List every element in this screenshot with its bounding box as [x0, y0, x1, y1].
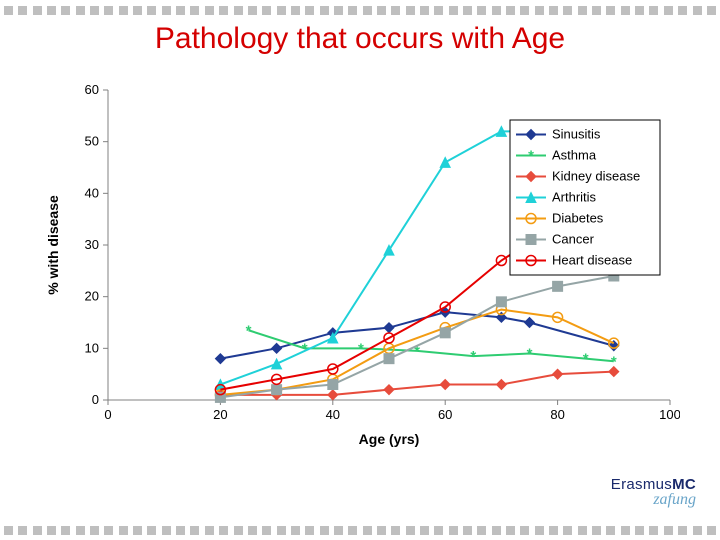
svg-text:Arthritis: Arthritis [552, 190, 597, 205]
svg-text:10: 10 [85, 340, 99, 355]
svg-text:40: 40 [85, 185, 99, 200]
top-dotted-border [0, 5, 720, 15]
svg-text:Cancer: Cancer [552, 232, 595, 247]
svg-text:Diabetes: Diabetes [552, 211, 604, 226]
slide: Pathology that occurs with Age 0 20 40 60 80… [0, 0, 720, 540]
line-chart: 0 20 40 60 80 100 0 10 20 30 40 50 60 Age (yrs) % with… [40, 80, 680, 450]
erasmus-logo: ErasmusMC zafung [611, 477, 696, 508]
svg-text:Sinusitis: Sinusitis [552, 127, 601, 142]
svg-text:20: 20 [85, 289, 99, 304]
svg-text:0: 0 [92, 392, 99, 407]
svg-text:100: 100 [659, 407, 680, 422]
svg-text:30: 30 [85, 237, 99, 252]
logo-line2: zafung [611, 492, 696, 508]
svg-text:*: * [246, 322, 252, 339]
slide-title: Pathology that occurs with Age [0, 22, 720, 56]
svg-text:60: 60 [438, 407, 452, 422]
svg-text:*: * [527, 346, 533, 363]
svg-text:50: 50 [85, 134, 99, 149]
svg-text:40: 40 [326, 407, 340, 422]
svg-text:60: 60 [85, 82, 99, 97]
svg-text:Kidney disease: Kidney disease [552, 169, 640, 184]
logo-line1: ErasmusMC [611, 477, 696, 492]
svg-text:Asthma: Asthma [552, 148, 597, 163]
svg-text:20: 20 [213, 407, 227, 422]
svg-text:0: 0 [104, 407, 111, 422]
svg-text:*: * [470, 348, 476, 365]
bottom-dotted-border [0, 525, 720, 535]
chart-area: 0 20 40 60 80 100 0 10 20 30 40 50 60 Age (yrs) % with… [40, 80, 680, 450]
svg-text:Age (yrs): Age (yrs) [359, 431, 420, 447]
svg-text:80: 80 [550, 407, 564, 422]
svg-text:Heart disease: Heart disease [552, 253, 632, 268]
svg-text:*: * [583, 351, 589, 368]
svg-text:*: * [528, 148, 534, 165]
svg-text:% with disease: % with disease [45, 195, 61, 295]
